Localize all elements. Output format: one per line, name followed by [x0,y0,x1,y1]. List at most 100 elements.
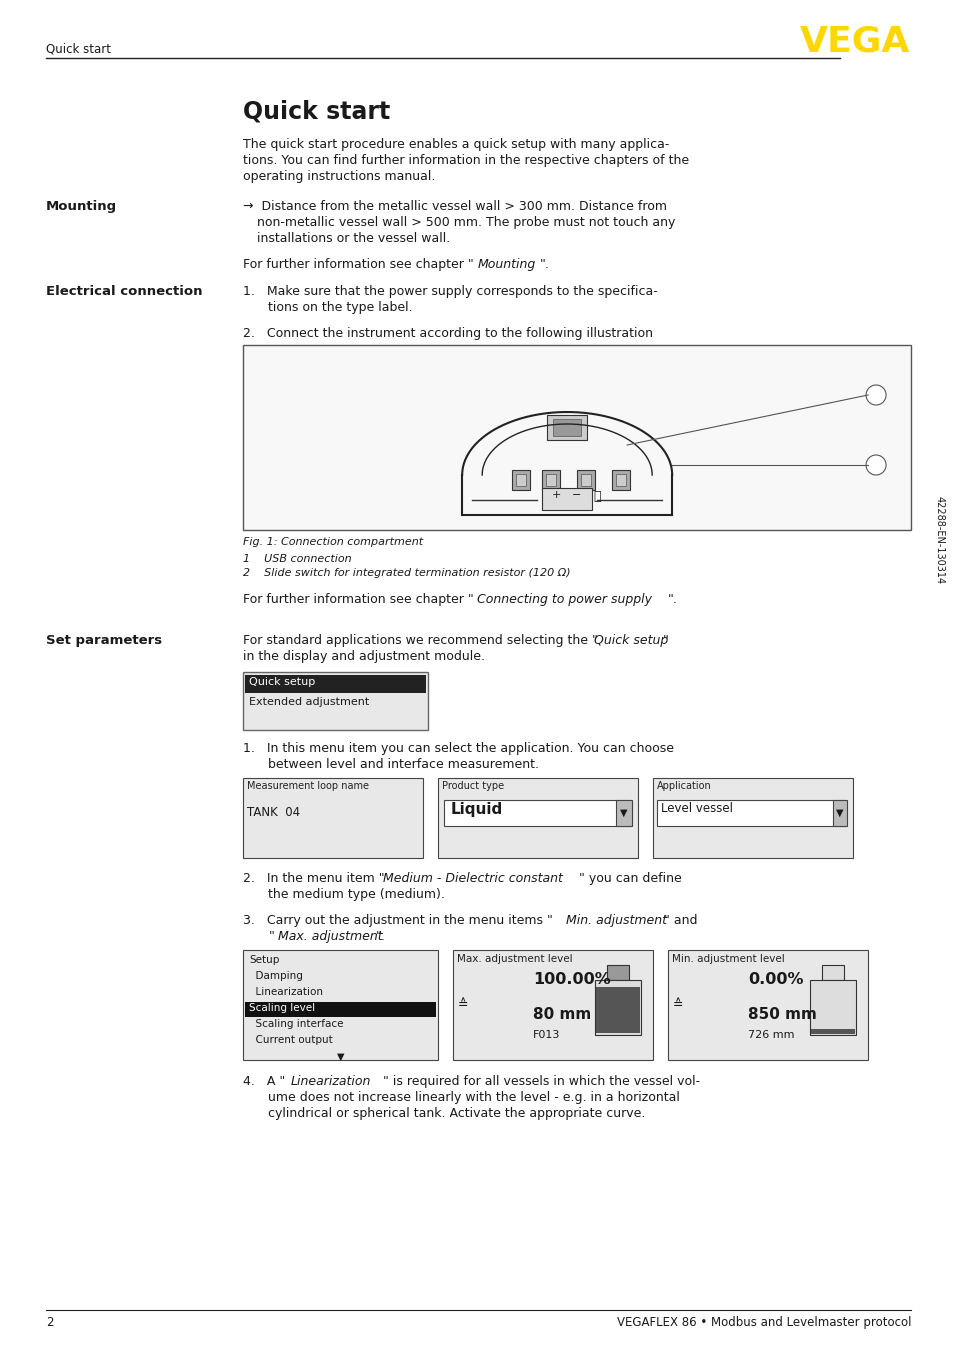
Text: Application: Application [657,781,711,791]
Text: Set parameters: Set parameters [46,634,162,647]
Text: ".: ". [538,259,549,271]
Text: installations or the vessel wall.: installations or the vessel wall. [257,232,450,245]
Text: in the display and adjustment module.: in the display and adjustment module. [243,650,485,663]
Bar [810,1029,855,1034]
Bar [437,779,638,858]
Text: Extended adjustment: Extended adjustment [249,697,369,707]
Bar [516,474,526,486]
Text: Min. adjustment: Min. adjustment [566,914,666,927]
Text: ": " [268,930,274,942]
Bar [657,800,844,826]
Text: +: + [552,490,561,500]
Text: Fig. 1: Connection compartment: Fig. 1: Connection compartment [243,538,423,547]
Text: Quick setup: Quick setup [249,677,315,686]
Text: Setup: Setup [249,955,279,965]
Bar [546,474,556,486]
Bar [653,779,852,858]
Text: Mounting: Mounting [476,259,535,271]
Bar [809,980,856,1034]
Text: Product type: Product type [442,781,504,791]
Text: ⏚: ⏚ [593,490,600,502]
Text: 850 mm: 850 mm [747,1007,817,1022]
Bar [243,779,423,858]
Bar [512,470,530,490]
Text: Damping: Damping [249,971,303,982]
Bar [541,487,592,510]
Text: For standard applications we recommend selecting the ": For standard applications we recommend s… [243,634,598,647]
Text: Quick start: Quick start [46,42,111,56]
Text: 2.   Connect the instrument according to the following illustration: 2. Connect the instrument according to t… [243,328,653,340]
Text: Linearization: Linearization [290,1075,371,1089]
Text: For further information see chapter ": For further information see chapter " [243,259,474,271]
Text: −: − [572,490,581,500]
Text: VEGA: VEGA [799,24,909,60]
Text: ≙: ≙ [672,998,682,1011]
Bar [832,800,846,826]
Text: Quick start: Quick start [243,100,390,125]
Text: For further information see chapter ": For further information see chapter " [243,593,474,607]
Text: between level and interface measurement.: between level and interface measurement. [268,758,538,770]
Bar [553,418,580,436]
Text: →  Distance from the metallic vessel wall > 300 mm. Distance from: → Distance from the metallic vessel wall… [243,200,666,213]
Text: 3.   Carry out the adjustment in the menu items ": 3. Carry out the adjustment in the menu … [243,914,553,927]
Bar [541,470,559,490]
Text: 100.00%: 100.00% [533,972,610,987]
Text: F013: F013 [533,1030,560,1040]
Bar [607,965,629,980]
Text: 80 mm: 80 mm [533,1007,591,1022]
Text: the medium type (medium).: the medium type (medium). [268,888,445,900]
Bar [616,800,632,826]
Text: 4.   A ": 4. A " [243,1075,285,1089]
Bar [580,474,591,486]
Text: Medium - Dielectric constant: Medium - Dielectric constant [383,872,562,886]
Text: The quick start procedure enables a quick setup with many applica-: The quick start procedure enables a quic… [243,138,669,152]
Circle shape [865,455,885,475]
Bar [577,470,595,490]
Bar [595,980,640,1034]
Text: Level vessel: Level vessel [660,802,733,815]
Text: 1.   In this menu item you can select the application. You can choose: 1. In this menu item you can select the … [243,742,674,756]
Bar [243,672,428,730]
Text: Mounting: Mounting [46,200,117,213]
Text: " you can define: " you can define [578,872,681,886]
Text: ▼: ▼ [619,808,627,818]
Text: Quick setup: Quick setup [594,634,668,647]
Text: 0.00%: 0.00% [747,972,803,987]
Text: tions on the type label.: tions on the type label. [268,301,413,314]
Bar [243,951,437,1060]
Text: TANK  04: TANK 04 [247,806,300,819]
Bar [821,965,843,980]
Bar [245,1002,436,1017]
Text: 2    Slide switch for integrated termination resistor (120 Ω): 2 Slide switch for integrated terminatio… [243,567,570,578]
Bar [596,987,639,1033]
Text: ".: ". [666,593,677,607]
Text: 1    USB connection: 1 USB connection [243,554,352,565]
Text: Linearization: Linearization [249,987,323,997]
Text: " is required for all vessels in which the vessel vol-: " is required for all vessels in which t… [383,1075,700,1089]
Text: cylindrical or spherical tank. Activate the appropriate curve.: cylindrical or spherical tank. Activate … [268,1108,645,1120]
Text: Max. adjustment: Max. adjustment [278,930,382,942]
Bar [547,414,586,440]
Bar [667,951,867,1060]
Text: Liquid: Liquid [450,802,502,816]
Text: operating instructions manual.: operating instructions manual. [243,171,436,183]
Text: 2.   In the menu item ": 2. In the menu item " [243,872,384,886]
Circle shape [865,385,885,405]
Text: ": " [661,634,667,647]
Text: VEGAFLEX 86 • Modbus and Levelmaster protocol: VEGAFLEX 86 • Modbus and Levelmaster pro… [616,1316,910,1330]
Text: Scaling level: Scaling level [249,1003,315,1013]
Text: Max. adjustment level: Max. adjustment level [456,955,573,964]
Text: Electrical connection: Electrical connection [46,284,202,298]
Text: tions. You can find further information in the respective chapters of the: tions. You can find further information … [243,154,689,167]
Text: ≙: ≙ [456,998,467,1011]
Text: 1.   Make sure that the power supply corresponds to the specifica-: 1. Make sure that the power supply corre… [243,284,658,298]
Text: ▼: ▼ [836,808,842,818]
Text: 2: 2 [46,1316,53,1330]
Text: ".: ". [375,930,385,942]
Text: Current output: Current output [249,1034,333,1045]
Text: 726 mm: 726 mm [747,1030,794,1040]
Text: ▼: ▼ [336,1052,344,1062]
Text: Scaling interface: Scaling interface [249,1020,343,1029]
Text: Connecting to power supply: Connecting to power supply [476,593,652,607]
Bar [616,474,625,486]
